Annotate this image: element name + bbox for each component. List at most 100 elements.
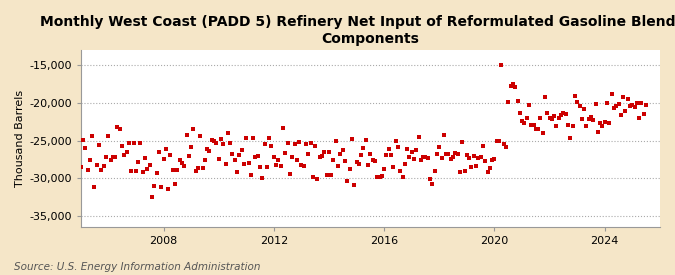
Point [629,104,640,109]
Point [204,149,215,153]
Point [323,150,334,154]
Point [230,158,240,162]
Point [595,120,605,125]
Point [601,101,612,105]
Point [593,129,603,134]
Point [517,119,528,123]
Point [395,169,406,173]
Point [551,124,562,128]
Point [232,170,242,174]
Point [117,144,128,148]
Point [289,142,300,146]
Point [406,150,417,154]
Point [563,123,574,127]
Point [338,148,348,152]
Point [344,166,355,171]
Point [213,157,224,161]
Point [186,145,196,149]
Point [184,154,194,158]
Point [627,103,638,107]
Point [501,145,512,150]
Point [326,173,337,177]
Point [464,156,475,160]
Point [144,163,155,167]
Point [209,139,219,143]
Point [310,144,321,149]
Point [427,181,438,186]
Point [312,177,323,181]
Point [172,168,183,172]
Point [296,163,307,167]
Point [234,153,245,157]
Point [149,184,160,188]
Point [542,111,553,115]
Point [554,116,564,120]
Point [351,160,362,164]
Point [443,152,454,156]
Point [505,83,516,88]
Point [549,114,560,119]
Point [190,169,201,173]
Point [438,133,449,137]
Point [264,136,275,140]
Point [275,164,286,168]
Point [498,142,509,146]
Point [340,159,350,163]
Point [413,135,424,139]
Point [379,167,389,172]
Point [425,177,435,181]
Point [452,152,463,156]
Point [533,127,543,131]
Point [202,147,213,151]
Point [252,154,263,158]
Point [163,187,173,191]
Point [574,104,585,108]
Point [153,150,164,154]
Point [459,169,470,174]
Point [524,103,535,108]
Point [482,170,493,174]
Point [418,155,429,159]
Point [381,153,392,157]
Point [273,158,284,162]
Point [257,176,268,180]
Point [308,175,319,179]
Point [429,169,440,173]
Point [99,164,109,168]
Point [319,150,330,155]
Point [604,120,615,125]
Point [179,164,190,168]
Point [576,117,587,121]
Point [215,136,226,141]
Point [441,152,452,156]
Point [167,168,178,172]
Point [448,155,458,160]
Point [558,111,569,116]
Point [354,162,364,166]
Point [300,142,311,147]
Title: Monthly West Coast (PADD 5) Refinery Net Input of Reformulated Gasoline Blending: Monthly West Coast (PADD 5) Refinery Net… [40,15,675,46]
Point [535,116,546,120]
Point [122,150,132,154]
Point [436,156,447,161]
Point [174,158,185,162]
Point [169,182,180,186]
Point [287,155,298,159]
Point [236,148,247,152]
Point [466,164,477,169]
Point [446,157,456,161]
Point [331,139,342,143]
Point [365,152,376,156]
Point [531,127,541,131]
Point [544,116,555,121]
Point [161,147,171,152]
Point [616,112,626,117]
Point [372,175,383,179]
Point [181,133,192,137]
Point [197,166,208,170]
Point [423,156,433,160]
Point [491,139,502,143]
Point [207,138,217,142]
Point [271,163,281,167]
Point [305,141,316,145]
